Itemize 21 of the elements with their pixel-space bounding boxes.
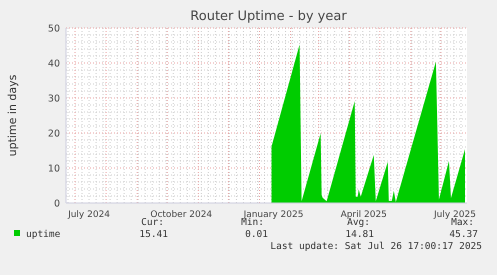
y-tick-label: 50 — [48, 23, 60, 34]
y-tick-label: 30 — [48, 93, 60, 104]
y-tick-label: 40 — [48, 58, 60, 70]
x-tick-label: October 2024 — [150, 210, 212, 220]
x-tick-label: July 2024 — [67, 210, 110, 220]
chart-title: Router Uptime - by year — [190, 9, 348, 24]
y-tick-label: 10 — [48, 163, 60, 174]
text: 15.41 — [139, 229, 168, 240]
text: 0.01 — [245, 229, 268, 240]
text: Cur: — [141, 217, 164, 228]
y-tick-label: 20 — [48, 128, 60, 140]
x-tick-label: April 2025 — [340, 210, 387, 220]
text: Max: — [451, 217, 474, 228]
text: 14.81 — [345, 229, 374, 240]
y-tick-label: 0 — [54, 198, 60, 210]
y-axis-title: uptime in days — [6, 74, 19, 156]
text: Avg: — [347, 217, 370, 228]
text: 45.37 — [449, 229, 478, 240]
text: Min: — [241, 217, 264, 228]
legend-label: uptime — [26, 229, 61, 240]
text: Last update: Sat Jul 26 17:00:17 2025 — [270, 241, 482, 252]
